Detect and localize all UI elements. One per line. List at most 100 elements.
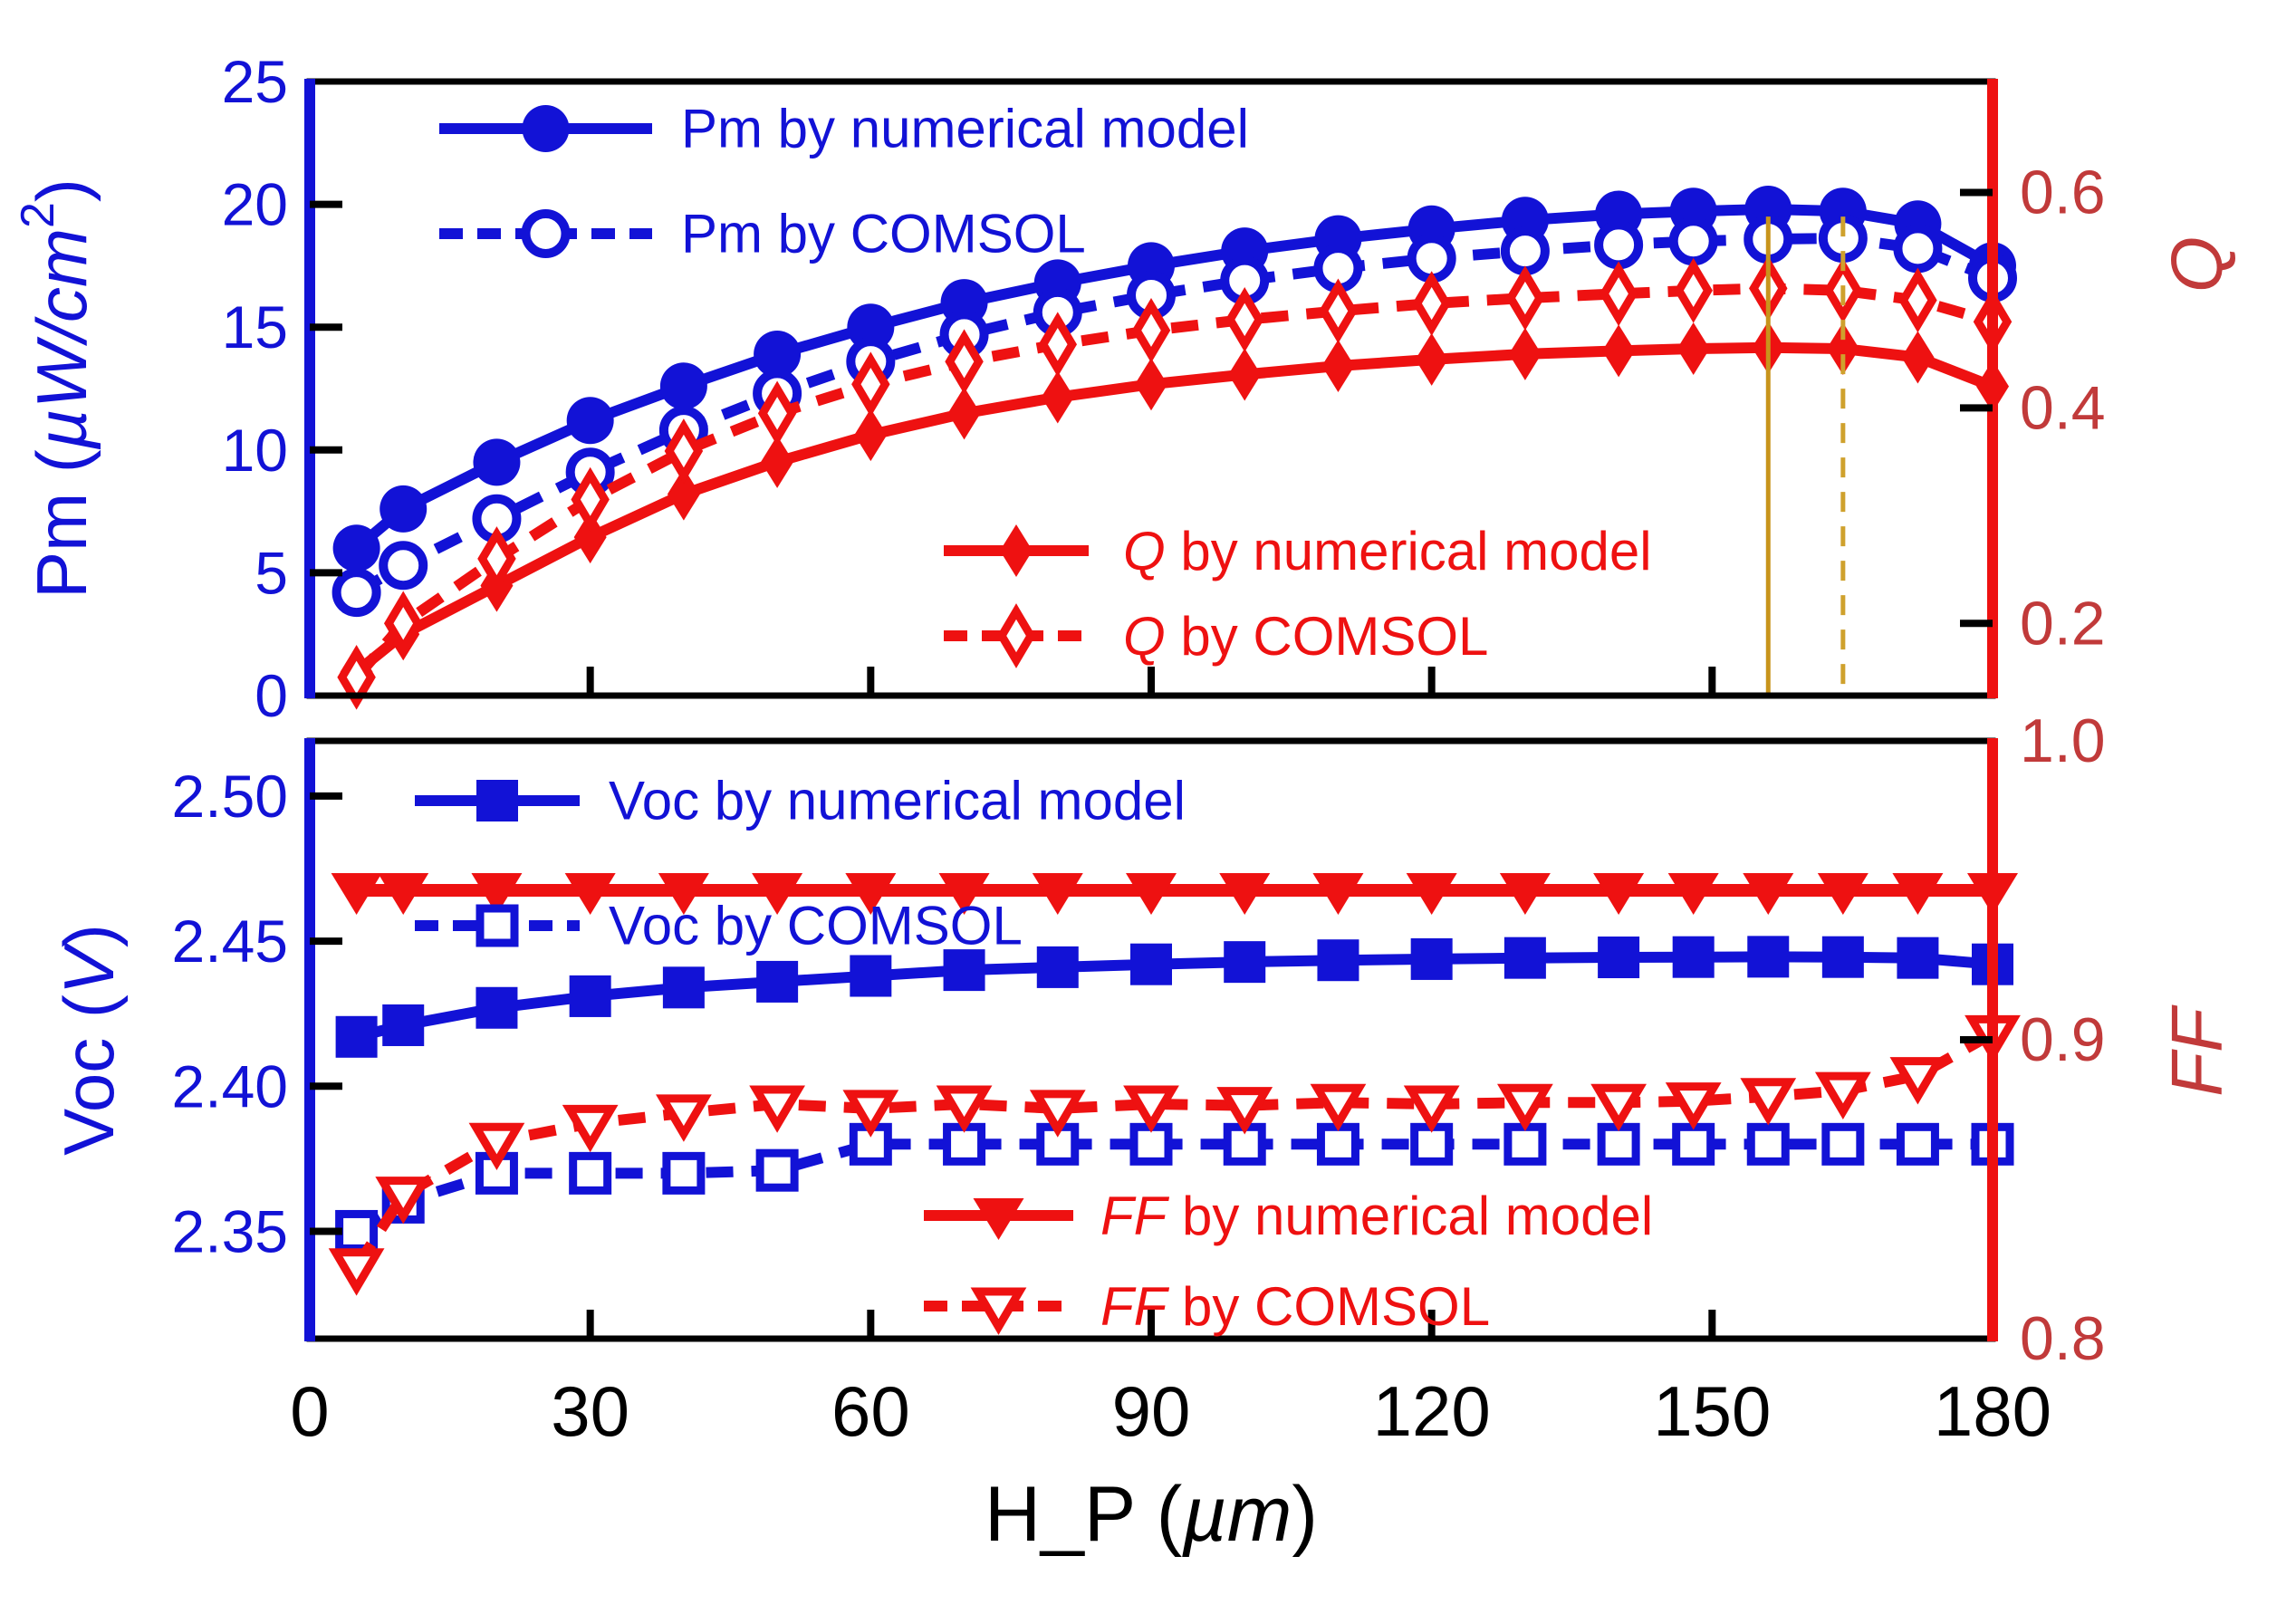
bottom-panel: 2.35 2.40 2.45 2.50 0.8 0.9 1.0 Voc (V) FF Voc by… bbox=[49, 706, 2237, 1373]
left-tick-label: 2.40 bbox=[172, 1052, 288, 1119]
marker-filled-square bbox=[850, 955, 892, 997]
marker-filled-triangle-down bbox=[1032, 873, 1083, 915]
marker-open-diamond bbox=[1131, 297, 1171, 363]
top-panel: 0 5 10 15 20 25 0.2 0.4 0.6 Pm (µW/cm2) Q Pm by num… bbox=[12, 48, 2237, 729]
left-tick-label: 0 bbox=[255, 662, 288, 729]
marker-open-triangle-down bbox=[656, 1094, 712, 1142]
marker-open-square bbox=[569, 1151, 612, 1195]
legend-ff-comsol: FF by COMSOL bbox=[924, 1276, 1490, 1337]
marker-filled-circle bbox=[659, 362, 707, 410]
left-tick-label: 10 bbox=[222, 417, 288, 484]
legend-ff-numerical: FF by numerical model bbox=[924, 1186, 1653, 1246]
marker-filled-square bbox=[1747, 936, 1790, 978]
series-q-comsol bbox=[337, 255, 2013, 710]
marker-open-diamond bbox=[757, 380, 797, 447]
x-tick-label: 30 bbox=[551, 1371, 629, 1451]
marker-open-triangle-down bbox=[1665, 1082, 1722, 1130]
marker-open-square bbox=[662, 1151, 706, 1195]
marker-open-triangle-down bbox=[1029, 1090, 1086, 1138]
marker-filled-square bbox=[1410, 937, 1453, 980]
right-tick-label: 0.6 bbox=[2020, 159, 2106, 227]
marker-filled-triangle-down bbox=[1312, 873, 1364, 915]
marker-open-square bbox=[1316, 1122, 1359, 1166]
marker-filled-square bbox=[943, 949, 985, 992]
marker-open-diamond bbox=[1898, 267, 1937, 333]
marker-open-diamond bbox=[1599, 261, 1638, 327]
marker-open-square bbox=[1746, 1122, 1790, 1166]
legend-label-pm-comsol: Pm by COMSOL bbox=[681, 204, 1086, 264]
marker-open-square bbox=[1503, 1122, 1547, 1166]
marker-open-triangle-down bbox=[1814, 1071, 1871, 1119]
marker-filled-triangle-down bbox=[1499, 873, 1551, 915]
marker-open-diamond bbox=[996, 603, 1036, 668]
q-axis-title: Q bbox=[2157, 236, 2237, 293]
x-tick-label: 60 bbox=[831, 1371, 910, 1451]
marker-filled-circle bbox=[522, 105, 570, 152]
marker-filled-triangle-down bbox=[1406, 873, 1457, 915]
left-tick-label: 2.50 bbox=[172, 763, 288, 830]
x-ticks bbox=[586, 1310, 1716, 1339]
marker-open-diamond bbox=[337, 644, 376, 710]
right-tick-label: 1.0 bbox=[2020, 706, 2106, 775]
marker-open-triangle-down bbox=[1590, 1083, 1647, 1132]
legend-label-voc-numerical: Voc by numerical model bbox=[609, 771, 1186, 831]
marker-open-triangle-down bbox=[1310, 1083, 1367, 1132]
x-axis-labels: 0 30 60 90 120 150 180 H_P (µm) bbox=[290, 1371, 2051, 1558]
marker-filled-square bbox=[335, 1015, 378, 1058]
marker-filled-square bbox=[569, 975, 611, 1017]
x-tick-label: 90 bbox=[1112, 1371, 1191, 1451]
marker-filled-diamond bbox=[1041, 370, 1074, 424]
right-axis: 0.8 0.9 1.0 bbox=[1960, 706, 2106, 1373]
marker-open-triangle-down bbox=[970, 1287, 1027, 1335]
series-ff-comsol bbox=[328, 1014, 2021, 1296]
marker-filled-diamond bbox=[1676, 322, 1710, 375]
marker-filled-diamond bbox=[1135, 358, 1167, 411]
marker-open-triangle-down bbox=[1497, 1083, 1553, 1132]
legend-voc-comsol: Voc by COMSOL bbox=[415, 896, 1023, 956]
marker-filled-triangle-down bbox=[471, 873, 523, 915]
marker-filled-square bbox=[1598, 937, 1640, 979]
series-q-numerical bbox=[340, 321, 2009, 698]
marker-filled-triangle-down bbox=[752, 873, 803, 915]
x-tick-label: 0 bbox=[290, 1371, 329, 1451]
marker-filled-square bbox=[1130, 943, 1172, 985]
marker-filled-diamond bbox=[1508, 327, 1542, 380]
marker-open-diamond bbox=[1412, 271, 1451, 336]
marker-open-triangle-down bbox=[1216, 1087, 1273, 1135]
left-tick-label: 2.35 bbox=[172, 1197, 288, 1264]
marker-open-triangle-down bbox=[468, 1122, 525, 1171]
marker-filled-square bbox=[476, 986, 518, 1029]
marker-filled-diamond bbox=[1602, 324, 1636, 378]
legend-label-voc-comsol: Voc by COMSOL bbox=[609, 896, 1023, 956]
marker-open-triangle-down bbox=[1123, 1085, 1179, 1133]
marker-open-diamond bbox=[571, 466, 610, 533]
marker-filled-triangle-down bbox=[938, 873, 990, 915]
x-tick-label: 120 bbox=[1373, 1371, 1491, 1451]
marker-filled-circle bbox=[332, 524, 380, 572]
marker-filled-square bbox=[756, 960, 799, 1003]
marker-open-triangle-down bbox=[1740, 1078, 1797, 1126]
right-tick-label: 0.9 bbox=[2020, 1005, 2106, 1074]
marker-filled-square bbox=[1036, 946, 1079, 988]
marker-open-square bbox=[755, 1148, 799, 1192]
marker-filled-square bbox=[1224, 941, 1266, 984]
marker-filled-square bbox=[662, 966, 705, 1009]
markers-ff-comsol bbox=[328, 1014, 2021, 1296]
ff-axis-title: FF bbox=[2157, 1004, 2237, 1097]
marker-filled-square bbox=[382, 1004, 425, 1046]
marker-open-triangle-down bbox=[328, 1248, 385, 1296]
marker-open-circle bbox=[521, 209, 571, 258]
right-tick-label: 0.8 bbox=[2020, 1304, 2106, 1373]
marker-open-diamond bbox=[1038, 312, 1078, 378]
series-ff-numerical bbox=[331, 873, 2018, 915]
marker-open-diamond bbox=[383, 591, 423, 657]
marker-open-circle bbox=[331, 568, 381, 618]
marker-filled-diamond bbox=[1901, 331, 1935, 384]
markers-voc-numerical bbox=[335, 936, 2013, 1058]
line-q-comsol bbox=[352, 283, 1994, 681]
legend-label-ff-comsol: FF by COMSOL bbox=[1100, 1276, 1490, 1337]
legend-q-comsol: Q by COMSOL bbox=[944, 603, 1488, 668]
marker-open-triangle-down bbox=[562, 1104, 619, 1153]
